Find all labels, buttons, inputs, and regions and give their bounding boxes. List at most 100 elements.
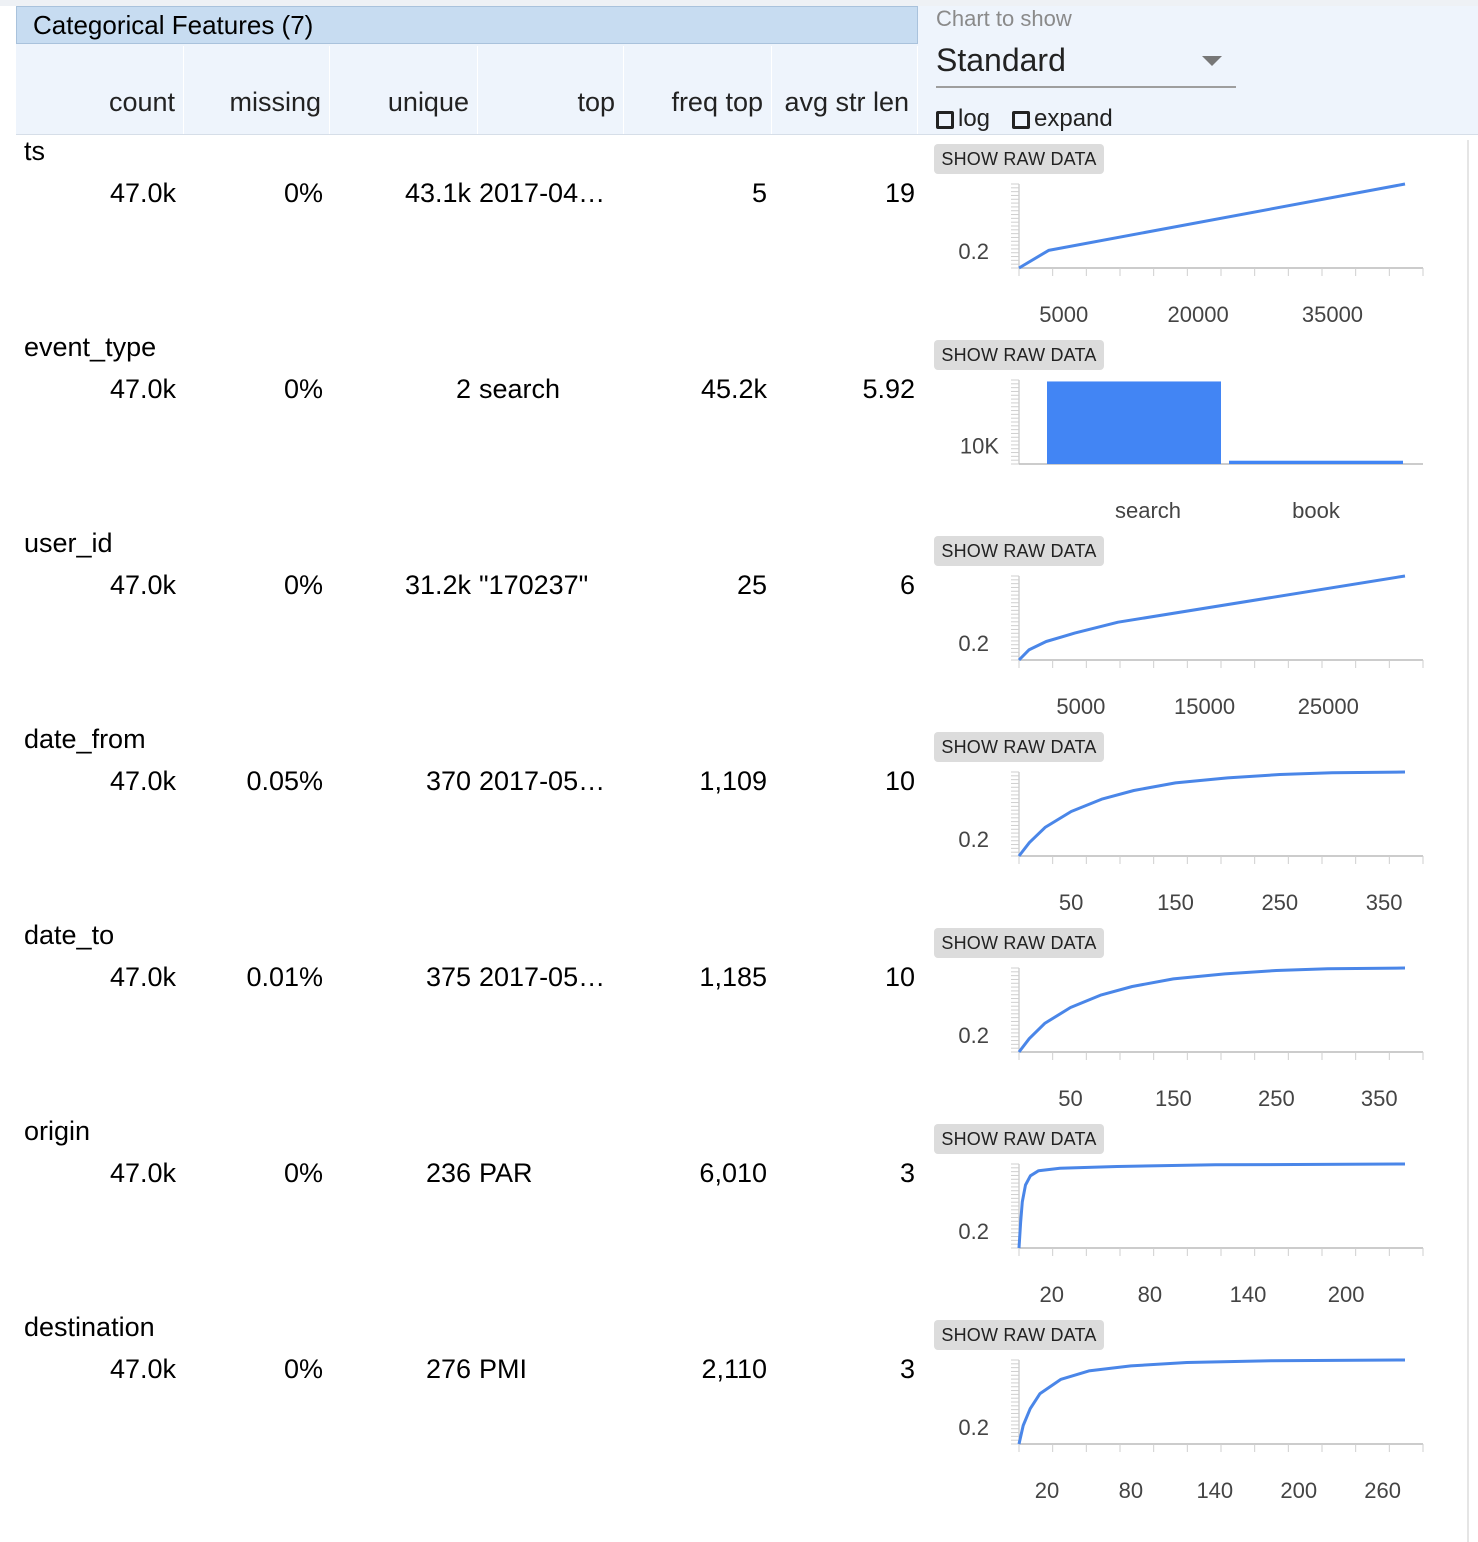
checkbox-icon xyxy=(936,111,954,129)
cell-unique: 276 xyxy=(425,1354,471,1384)
show-raw-data-button[interactable]: SHOW RAW DATA xyxy=(934,144,1104,174)
x-tick-label: 80 xyxy=(1138,1282,1162,1307)
cell-unique: 43.1k xyxy=(404,178,471,208)
cell-freq-top: 1,109 xyxy=(699,766,767,796)
feature-chart: 5000 15000 25000 0.2 xyxy=(958,574,1424,719)
cell-avg-str-len: 19 xyxy=(884,178,915,208)
cell-unique: 236 xyxy=(425,1158,471,1188)
section-title: Categorical Features (7) xyxy=(16,6,918,44)
cell-missing: 0% xyxy=(283,570,323,600)
cdf-line xyxy=(1017,966,1406,1053)
scrollbar[interactable] xyxy=(1467,140,1469,1542)
cell-unique: 31.2k xyxy=(404,570,471,600)
cell-count: 47.0k xyxy=(109,570,176,600)
chart-to-show-select[interactable]: Standard xyxy=(936,40,1236,88)
cell-top: 2017-05… xyxy=(479,766,606,796)
cell-freq-top: 6,010 xyxy=(699,1158,767,1188)
column-header-top[interactable]: top xyxy=(478,46,624,134)
y-tick-label: 0.2 xyxy=(958,827,989,852)
feature-row: date_from 47.0k 0.05% 370 2017-05… 1,109 10 SHO… xyxy=(0,724,1478,920)
show-raw-data-button[interactable]: SHOW RAW DATA xyxy=(934,340,1104,370)
cell-avg-str-len: 3 xyxy=(899,1158,915,1188)
cell-unique: 370 xyxy=(425,766,471,796)
feature-chart: 20 80 140 200 260 0.2 xyxy=(958,1358,1424,1503)
cell-avg-str-len: 3 xyxy=(899,1354,915,1384)
cdf-line xyxy=(1017,770,1406,857)
x-tick-label: 150 xyxy=(1157,890,1194,915)
cell-missing: 0.05% xyxy=(246,766,323,796)
feature-chart: 50 150 250 350 0.2 xyxy=(958,770,1424,915)
cell-count: 47.0k xyxy=(109,178,176,208)
feature-name: date_from xyxy=(24,724,146,754)
log-checkbox[interactable]: log xyxy=(936,106,990,132)
x-tick-label: 350 xyxy=(1361,1086,1398,1111)
x-tick-label: 20000 xyxy=(1168,302,1229,327)
show-raw-data-button[interactable]: SHOW RAW DATA xyxy=(934,536,1104,566)
cdf-line xyxy=(1017,1162,1406,1249)
checkbox-icon xyxy=(1012,111,1030,129)
show-raw-data-button[interactable]: SHOW RAW DATA xyxy=(934,732,1104,762)
feature-name: ts xyxy=(24,136,46,166)
cell-avg-str-len: 5.92 xyxy=(862,374,915,404)
x-tick-label: 250 xyxy=(1261,890,1298,915)
x-tick-label: 80 xyxy=(1119,1478,1143,1503)
chart-to-show-value: Standard xyxy=(936,42,1066,78)
x-tick-label: 20 xyxy=(1035,1478,1059,1503)
cell-top: 2017-05… xyxy=(479,962,606,992)
y-tick-label: 0.2 xyxy=(958,1023,989,1048)
feature-chart: 5000 20000 35000 0.2 xyxy=(958,182,1424,327)
feature-chart: 20 80 140 200 0.2 xyxy=(958,1162,1424,1307)
cell-freq-top: 1,185 xyxy=(699,962,767,992)
cell-count: 47.0k xyxy=(109,374,176,404)
expand-checkbox[interactable]: expand xyxy=(1012,106,1113,132)
show-raw-data-button[interactable]: SHOW RAW DATA xyxy=(934,1124,1104,1154)
x-tick-label: 25000 xyxy=(1298,694,1359,719)
cell-top: PAR xyxy=(479,1158,533,1188)
cell-freq-top: 5 xyxy=(751,178,767,208)
x-tick-label: search xyxy=(1115,498,1181,523)
expand-label: expand xyxy=(1034,105,1113,132)
dropdown-caret-icon xyxy=(1202,56,1222,66)
feature-chart: search book 10K xyxy=(960,379,1423,523)
column-header-count[interactable]: count xyxy=(16,46,184,134)
x-tick-label: 50 xyxy=(1058,1086,1082,1111)
cdf-line xyxy=(1018,182,1406,270)
bar xyxy=(1047,381,1221,464)
x-tick-label: 140 xyxy=(1230,1282,1267,1307)
column-header-freq-top[interactable]: freq top xyxy=(624,46,772,134)
feature-name: destination xyxy=(24,1312,155,1342)
feature-name: origin xyxy=(24,1116,91,1146)
cell-freq-top: 25 xyxy=(736,570,767,600)
column-header-missing[interactable]: missing xyxy=(184,46,330,134)
x-tick-label: 5000 xyxy=(1039,302,1088,327)
cell-count: 47.0k xyxy=(109,1354,176,1384)
column-header-avg-str-len[interactable]: avg str len xyxy=(772,46,918,134)
cell-missing: 0.01% xyxy=(246,962,323,992)
feature-row: user_id 47.0k 0% 31.2k "170237" 25 6 SHOW RAW D… xyxy=(0,528,1478,724)
cdf-line xyxy=(1017,574,1406,662)
cdf-line xyxy=(1017,1358,1406,1445)
x-tick-label: 35000 xyxy=(1302,302,1363,327)
feature-chart: 50 150 250 350 0.2 xyxy=(958,966,1424,1111)
feature-row: event_type 47.0k 0% 2 search 45.2k 5.92 SHOW RA… xyxy=(0,332,1478,528)
log-label: log xyxy=(958,105,991,132)
cell-missing: 0% xyxy=(283,374,323,404)
cell-avg-str-len: 10 xyxy=(884,962,915,992)
x-tick-label: 250 xyxy=(1258,1086,1295,1111)
y-tick-label: 0.2 xyxy=(958,1415,989,1440)
cell-unique: 2 xyxy=(455,374,471,404)
feature-name: user_id xyxy=(24,528,113,558)
x-tick-label: 5000 xyxy=(1056,694,1105,719)
bar xyxy=(1229,460,1403,464)
show-raw-data-button[interactable]: SHOW RAW DATA xyxy=(934,1320,1104,1350)
x-tick-label: book xyxy=(1292,498,1341,523)
x-tick-label: 140 xyxy=(1196,1478,1233,1503)
y-tick-label: 0.2 xyxy=(958,239,989,264)
y-tick-label: 0.2 xyxy=(958,631,989,656)
cell-freq-top: 2,110 xyxy=(701,1354,767,1384)
x-tick-label: 150 xyxy=(1155,1086,1192,1111)
column-header-unique[interactable]: unique xyxy=(330,46,478,134)
show-raw-data-button[interactable]: SHOW RAW DATA xyxy=(934,928,1104,958)
y-tick-label: 0.2 xyxy=(958,1219,989,1244)
cell-count: 47.0k xyxy=(109,1158,176,1188)
